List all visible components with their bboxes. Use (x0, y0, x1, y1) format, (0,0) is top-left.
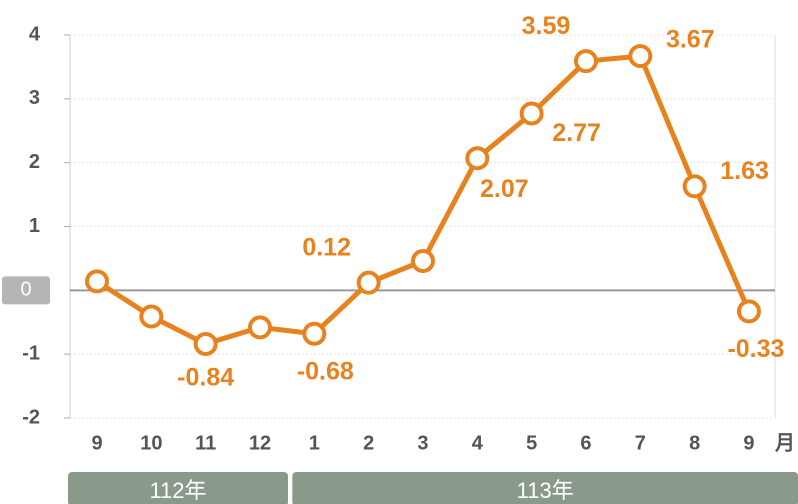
year-group-label: 112年 (149, 478, 206, 503)
data-label: 3.67 (666, 26, 715, 54)
x-tick-label: 8 (689, 432, 700, 454)
x-tick-label: 2 (363, 432, 374, 454)
data-label: 2.07 (480, 175, 529, 203)
data-point (682, 174, 707, 199)
x-unit: 月 (774, 432, 795, 454)
y-tick-label: 1 (29, 215, 40, 237)
year-group-label: 113年 (517, 478, 574, 503)
data-point (85, 269, 109, 294)
year-group (292, 472, 798, 504)
data-point (465, 146, 490, 171)
data-label: 3.59 (522, 12, 571, 40)
y-tick-label: 4 (29, 23, 41, 45)
data-label: 0.12 (302, 233, 351, 261)
x-tick-label: 12 (249, 432, 271, 454)
data-point (736, 299, 761, 324)
data-point (356, 270, 381, 295)
x-tick-label: 9 (743, 432, 754, 454)
data-point (247, 315, 272, 340)
year-group (68, 472, 288, 504)
y-tick-label: 2 (29, 151, 40, 173)
data-point (193, 331, 218, 356)
zero-label-box (2, 276, 50, 305)
y-tick-label: -2 (22, 406, 40, 428)
data-label: -0.84 (177, 364, 234, 392)
data-point (410, 248, 435, 273)
data-point (519, 101, 544, 126)
x-tick-label: 7 (635, 432, 646, 454)
x-tick-label: 4 (472, 432, 484, 454)
x-tick-label: 10 (140, 432, 162, 454)
data-label: -0.33 (727, 335, 784, 363)
x-tick-label: 6 (580, 432, 591, 454)
x-tick-label: 5 (526, 432, 537, 454)
x-tick-label: 1 (309, 432, 320, 454)
x-tick-label: 11 (195, 432, 216, 454)
x-tick-label: 9 (91, 432, 102, 454)
x-tick-label: 3 (417, 432, 428, 454)
data-point (139, 304, 164, 329)
data-point (302, 321, 327, 346)
y-tick-label: 0 (20, 279, 31, 301)
y-tick-label: -1 (22, 342, 40, 364)
data-label: 2.77 (552, 119, 601, 147)
data-label: -0.68 (297, 357, 354, 385)
data-point (573, 49, 598, 74)
y-tick-label: 3 (29, 87, 40, 109)
data-point (628, 44, 653, 69)
data-label: 1.63 (720, 157, 769, 185)
